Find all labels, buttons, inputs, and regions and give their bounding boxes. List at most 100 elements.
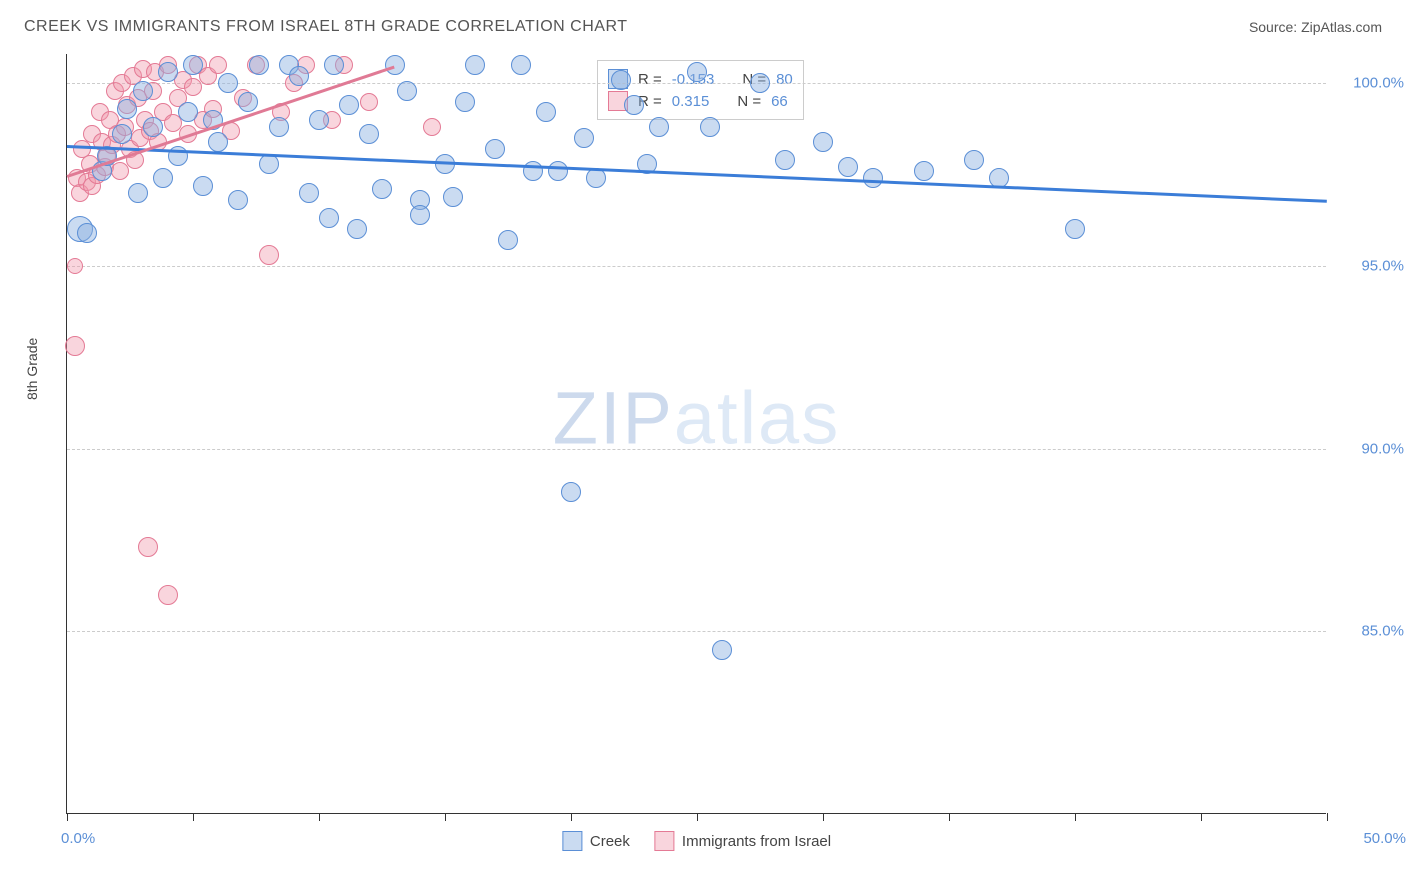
scatter-point-blue xyxy=(523,161,543,181)
scatter-point-blue xyxy=(624,95,644,115)
scatter-point-blue xyxy=(498,230,518,250)
watermark-prefix: ZIP xyxy=(553,377,674,460)
scatter-point-pink xyxy=(259,245,279,265)
scatter-point-blue xyxy=(443,187,463,207)
scatter-point-blue xyxy=(143,117,163,137)
chart-source: Source: ZipAtlas.com xyxy=(1249,19,1382,35)
scatter-point-blue xyxy=(117,99,137,119)
scatter-point-blue xyxy=(178,102,198,122)
scatter-point-blue xyxy=(863,168,883,188)
scatter-point-blue xyxy=(158,62,178,82)
scatter-point-pink xyxy=(209,56,227,74)
scatter-point-blue xyxy=(561,482,581,502)
gridline xyxy=(67,266,1326,267)
scatter-point-blue xyxy=(485,139,505,159)
gridline xyxy=(67,449,1326,450)
scatter-point-blue xyxy=(964,150,984,170)
scatter-point-blue xyxy=(238,92,258,112)
scatter-point-blue xyxy=(914,161,934,181)
trendline-blue xyxy=(67,145,1327,202)
n-value: 66 xyxy=(771,93,788,110)
scatter-point-pink xyxy=(111,162,129,180)
scatter-point-blue xyxy=(249,55,269,75)
scatter-point-blue xyxy=(183,55,203,75)
scatter-point-blue xyxy=(359,124,379,144)
legend-item-creek: Creek xyxy=(562,831,630,851)
scatter-point-pink xyxy=(184,78,202,96)
scatter-point-blue xyxy=(309,110,329,130)
scatter-point-blue xyxy=(133,81,153,101)
x-label-right: 50.0% xyxy=(1363,830,1406,847)
legend-label: Creek xyxy=(590,833,630,850)
swatch-pink-icon xyxy=(654,831,674,851)
scatter-point-blue xyxy=(775,150,795,170)
scatter-point-blue xyxy=(813,132,833,152)
r-label: R = xyxy=(638,71,662,88)
scatter-point-blue xyxy=(574,128,594,148)
x-tick xyxy=(445,813,446,821)
gridline xyxy=(67,83,1326,84)
x-tick xyxy=(571,813,572,821)
scatter-point-blue xyxy=(586,168,606,188)
scatter-point-blue xyxy=(536,102,556,122)
scatter-point-pink xyxy=(138,537,158,557)
scatter-point-blue xyxy=(511,55,531,75)
scatter-point-blue xyxy=(218,73,238,93)
scatter-point-blue xyxy=(397,81,417,101)
x-tick xyxy=(949,813,950,821)
x-tick xyxy=(193,813,194,821)
scatter-point-blue xyxy=(339,95,359,115)
scatter-point-blue xyxy=(324,55,344,75)
x-tick xyxy=(67,813,68,821)
scatter-point-blue xyxy=(465,55,485,75)
x-tick xyxy=(1201,813,1202,821)
scatter-point-pink xyxy=(360,93,378,111)
scatter-point-blue xyxy=(128,183,148,203)
plot-region: ZIPatlas R = -0.153 N = 80 R = 0.315 N =… xyxy=(66,54,1326,814)
scatter-point-blue xyxy=(750,73,770,93)
gridline xyxy=(67,631,1326,632)
scatter-point-blue xyxy=(319,208,339,228)
y-tick-label: 100.0% xyxy=(1353,75,1404,92)
scatter-point-blue xyxy=(77,223,97,243)
scatter-point-pink xyxy=(65,336,85,356)
legend-label: Immigrants from Israel xyxy=(682,833,831,850)
scatter-point-pink xyxy=(158,585,178,605)
y-tick-label: 90.0% xyxy=(1361,440,1404,457)
n-value: 80 xyxy=(776,71,793,88)
y-tick-label: 85.0% xyxy=(1361,623,1404,640)
scatter-point-blue xyxy=(455,92,475,112)
scatter-point-blue xyxy=(838,157,858,177)
scatter-point-blue xyxy=(299,183,319,203)
x-tick xyxy=(823,813,824,821)
scatter-point-blue xyxy=(712,640,732,660)
scatter-point-blue xyxy=(700,117,720,137)
chart-area: 8th Grade ZIPatlas R = -0.153 N = 80 R =… xyxy=(50,50,1350,810)
legend-item-israel: Immigrants from Israel xyxy=(654,831,831,851)
watermark-suffix: atlas xyxy=(674,377,840,460)
x-label-left: 0.0% xyxy=(61,830,95,847)
x-tick xyxy=(1075,813,1076,821)
scatter-point-blue xyxy=(687,62,707,82)
n-label: N = xyxy=(737,93,761,110)
r-value: 0.315 xyxy=(672,93,710,110)
scatter-point-blue xyxy=(611,70,631,90)
scatter-point-blue xyxy=(193,176,213,196)
scatter-point-blue xyxy=(649,117,669,137)
scatter-point-blue xyxy=(269,117,289,137)
x-tick xyxy=(1327,813,1328,821)
scatter-point-blue xyxy=(208,132,228,152)
scatter-point-blue xyxy=(153,168,173,188)
chart-header: CREEK VS IMMIGRANTS FROM ISRAEL 8TH GRAD… xyxy=(0,0,1406,48)
scatter-point-blue xyxy=(385,55,405,75)
x-tick xyxy=(319,813,320,821)
scatter-point-blue xyxy=(347,219,367,239)
scatter-point-blue xyxy=(228,190,248,210)
scatter-point-blue xyxy=(1065,219,1085,239)
scatter-point-blue xyxy=(410,205,430,225)
swatch-blue-icon xyxy=(562,831,582,851)
scatter-point-blue xyxy=(289,66,309,86)
chart-title: CREEK VS IMMIGRANTS FROM ISRAEL 8TH GRAD… xyxy=(24,18,628,36)
scatter-point-blue xyxy=(112,124,132,144)
x-tick xyxy=(697,813,698,821)
